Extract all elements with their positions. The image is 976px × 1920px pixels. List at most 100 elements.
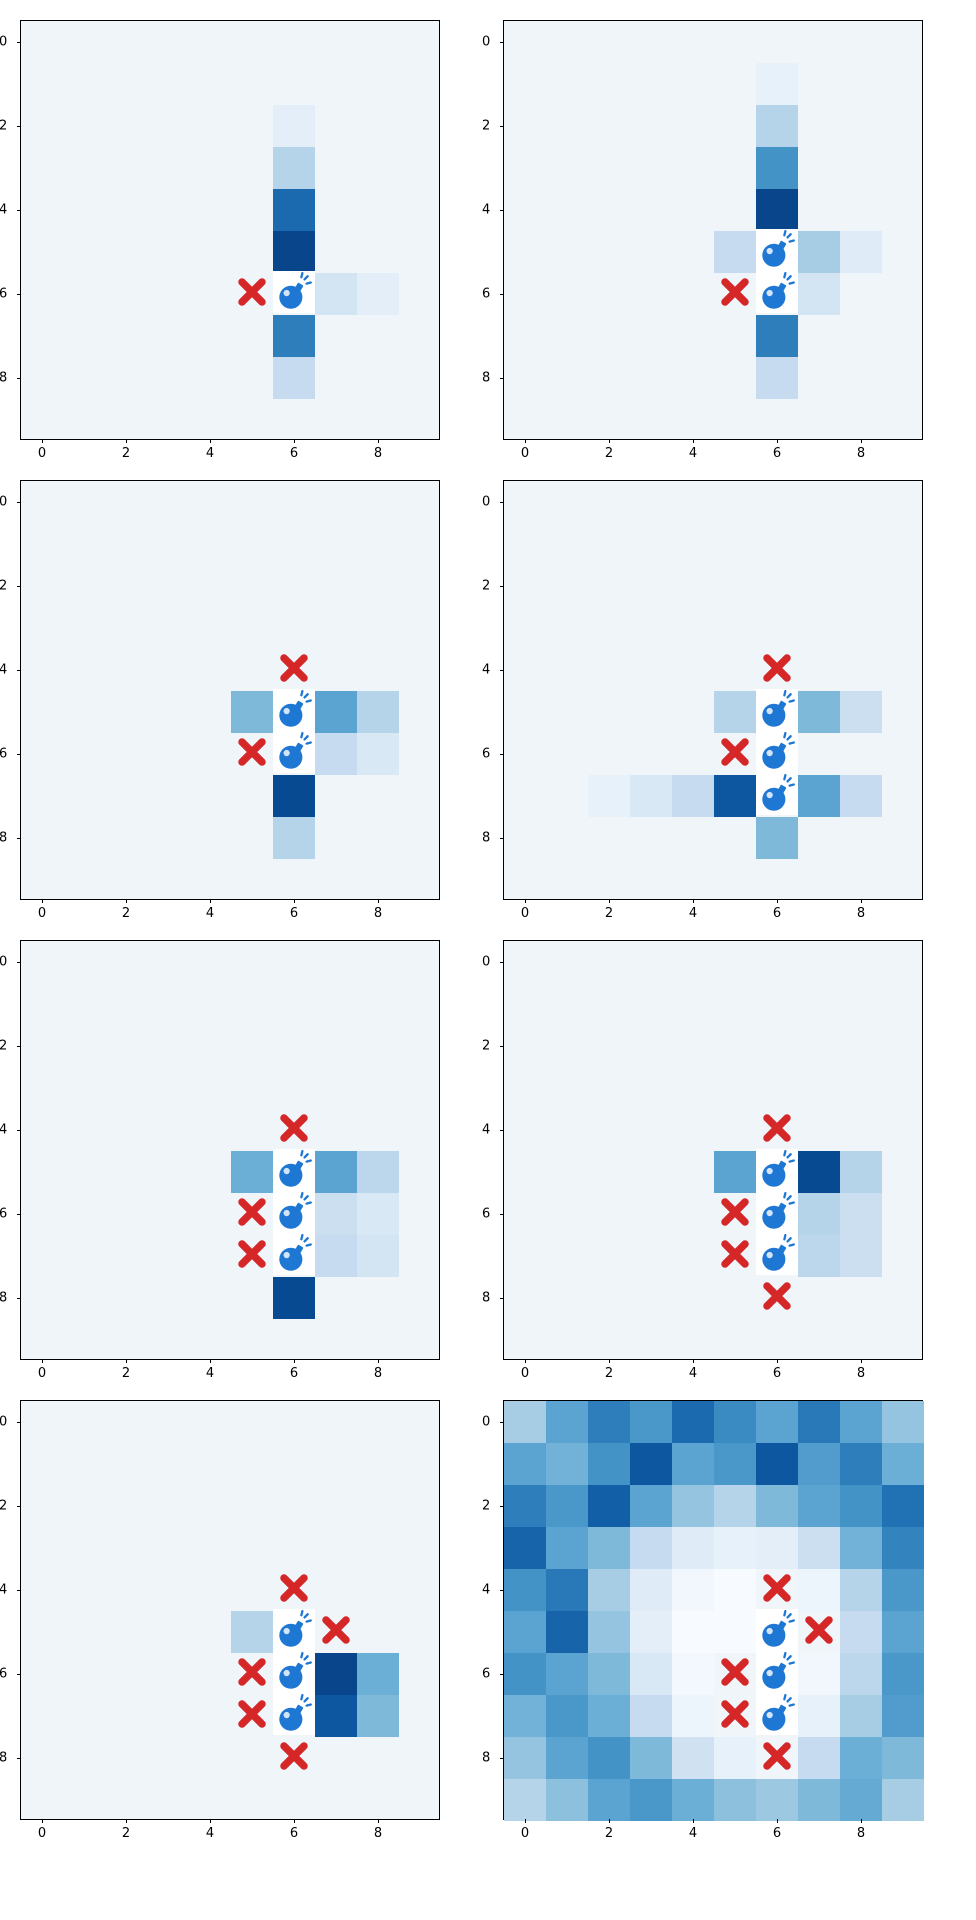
x-tick-label: 2 — [122, 906, 130, 921]
subplot-grid: 0246802468 0246802468 — [20, 20, 956, 1820]
heat-cell — [798, 1527, 840, 1569]
bomb-icon — [756, 1191, 798, 1237]
heat-cell — [882, 1527, 924, 1569]
heat-cell — [231, 1151, 273, 1193]
x-tick-label: 6 — [290, 1366, 298, 1381]
heat-cell — [315, 1151, 357, 1193]
heat-cell — [546, 1569, 588, 1611]
heat-cell — [630, 1779, 672, 1821]
bomb-icon — [273, 1651, 315, 1697]
heat-cell — [882, 1695, 924, 1737]
y-tick-label: 8 — [0, 371, 7, 386]
plot-area: 0246802468 — [503, 1400, 923, 1820]
heat-cell — [630, 1401, 672, 1443]
x-tick-label: 6 — [773, 1366, 781, 1381]
heat-cell — [588, 1527, 630, 1569]
y-tick-label: 6 — [482, 747, 490, 762]
x-tick-label: 8 — [857, 1366, 865, 1381]
heat-cell — [630, 1485, 672, 1527]
heat-cell — [504, 1737, 546, 1779]
x-tick-label: 4 — [689, 446, 697, 461]
cross-icon — [237, 1197, 267, 1231]
heat-cell — [588, 1695, 630, 1737]
cross-icon — [720, 1657, 750, 1691]
heat-cell — [357, 1653, 399, 1695]
heat-cell — [756, 63, 798, 105]
heat-cell — [315, 1193, 357, 1235]
x-tick-label: 4 — [206, 446, 214, 461]
heat-cell — [630, 1737, 672, 1779]
heat-cell — [840, 1653, 882, 1695]
heat-cell — [588, 1485, 630, 1527]
x-tick-label: 0 — [521, 906, 529, 921]
heat-cell — [546, 1527, 588, 1569]
y-tick-label: 2 — [0, 579, 7, 594]
heat-cell — [273, 357, 315, 399]
heat-cell — [840, 1569, 882, 1611]
heat-cell — [840, 1779, 882, 1821]
heat-cell — [273, 1277, 315, 1319]
x-tick-label: 0 — [38, 1366, 46, 1381]
x-tick-label: 4 — [206, 1826, 214, 1841]
heat-cell — [315, 733, 357, 775]
y-tick-label: 4 — [0, 203, 7, 218]
y-tick-label: 4 — [482, 203, 490, 218]
x-tick-label: 8 — [374, 906, 382, 921]
bomb-icon — [756, 731, 798, 777]
y-tick-label: 0 — [482, 955, 490, 970]
heat-cell — [273, 817, 315, 859]
heat-cell — [840, 1695, 882, 1737]
x-tick-label: 2 — [605, 1826, 613, 1841]
heat-cell — [714, 775, 756, 817]
heat-cell — [714, 691, 756, 733]
x-tick-label: 6 — [773, 1826, 781, 1841]
heat-cell — [840, 231, 882, 273]
cross-icon — [804, 1615, 834, 1649]
y-tick-label: 8 — [0, 1291, 7, 1306]
y-tick-label: 0 — [482, 495, 490, 510]
heat-cell — [672, 1695, 714, 1737]
bomb-icon — [273, 689, 315, 735]
heat-cell — [756, 1485, 798, 1527]
heat-cell — [840, 1527, 882, 1569]
heat-cell — [882, 1737, 924, 1779]
y-tick-label: 2 — [482, 1499, 490, 1514]
cross-icon — [762, 1281, 792, 1315]
x-tick-label: 2 — [122, 446, 130, 461]
bomb-icon — [756, 229, 798, 275]
heat-cell — [315, 1235, 357, 1277]
x-tick-label: 2 — [605, 906, 613, 921]
heat-cell — [672, 1653, 714, 1695]
heat-cell — [273, 147, 315, 189]
plot-area: 0246802468 — [20, 20, 440, 440]
cross-icon — [279, 653, 309, 687]
y-tick-label: 8 — [482, 831, 490, 846]
heat-cell — [630, 1695, 672, 1737]
heat-cell — [546, 1443, 588, 1485]
y-tick-label: 4 — [0, 663, 7, 678]
heat-cell — [315, 1653, 357, 1695]
heat-cell — [546, 1401, 588, 1443]
heat-cell — [840, 1611, 882, 1653]
heat-cell — [315, 273, 357, 315]
heat-cell — [882, 1401, 924, 1443]
heat-cell — [273, 189, 315, 231]
heat-cell — [756, 817, 798, 859]
heat-cell — [357, 733, 399, 775]
heat-cell — [840, 1193, 882, 1235]
bomb-icon — [273, 1191, 315, 1237]
heat-cell — [231, 1611, 273, 1653]
y-tick-label: 4 — [482, 1583, 490, 1598]
heat-cell — [357, 273, 399, 315]
heat-cell — [357, 1235, 399, 1277]
heatmap-panel: 0246802468 — [503, 940, 956, 1360]
bomb-icon — [756, 773, 798, 819]
heat-cell — [882, 1569, 924, 1611]
heat-cell — [798, 1485, 840, 1527]
heat-cell — [756, 1527, 798, 1569]
plot-area: 0246802468 — [20, 940, 440, 1360]
y-tick-label: 0 — [0, 35, 7, 50]
plot-area: 0246802468 — [503, 940, 923, 1360]
y-tick-label: 6 — [482, 1667, 490, 1682]
heat-cell — [630, 775, 672, 817]
